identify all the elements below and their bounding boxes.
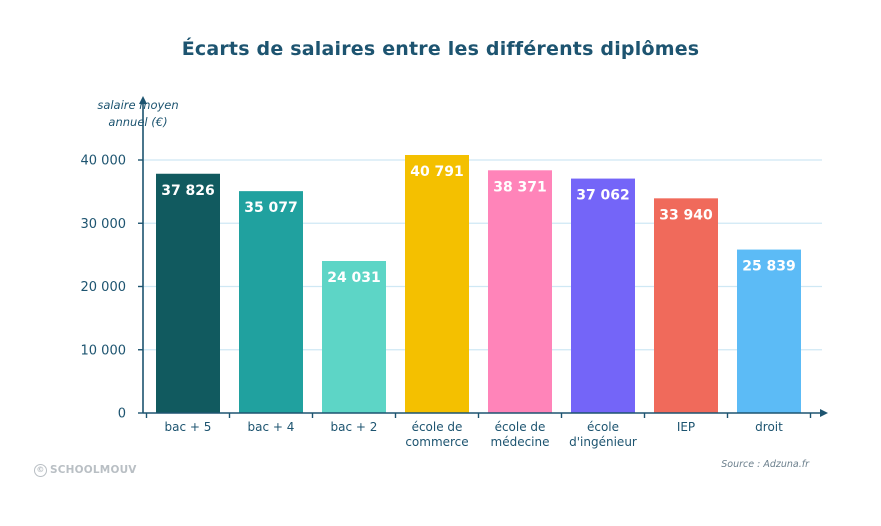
y-axis-label-line-2: annuel (€): [108, 115, 168, 129]
source-note: Source : Adzuna.fr: [721, 459, 809, 470]
x-category-label: école de: [412, 420, 463, 434]
chart-title: Écarts de salaires entre les différents …: [181, 38, 700, 60]
x-category-label: bac + 5: [165, 420, 212, 434]
schoolmouv-logo: © SCHOOLMOUV: [34, 462, 137, 478]
y-tick-label: 0: [118, 407, 126, 422]
bar: [654, 198, 718, 413]
x-category-label: droit: [755, 420, 783, 434]
y-tick-label: 30 000: [81, 217, 127, 232]
bar: [239, 191, 303, 413]
x-category-label: bac + 4: [248, 420, 295, 434]
bar: [156, 173, 220, 413]
y-tick-label: 10 000: [81, 343, 127, 358]
y-axis-label: salaire moyen annuel (€): [82, 97, 194, 131]
bar-value-label: 37 062: [576, 188, 630, 204]
bar-value-label: 40 791: [410, 164, 464, 180]
bar: [488, 170, 552, 413]
x-axis-arrow-icon: [820, 409, 828, 417]
x-category-label: médecine: [491, 435, 550, 449]
y-tick-label: 20 000: [81, 280, 127, 295]
bar-value-label: 38 371: [493, 179, 547, 195]
bar: [322, 261, 386, 413]
x-category-label: bac + 2: [331, 420, 378, 434]
bar: [405, 154, 469, 413]
copyright-icon: ©: [34, 463, 47, 477]
bar-value-label: 37 826: [161, 183, 215, 199]
bar-value-label: 33 940: [659, 207, 713, 223]
y-tick-label: 40 000: [81, 154, 127, 169]
bar-value-label: 35 077: [244, 200, 298, 216]
y-axis-label-line-1: salaire moyen: [97, 98, 179, 112]
x-category-label: d'ingénieur: [569, 435, 637, 449]
x-category-label: école: [587, 420, 619, 434]
y-axis-arrow-icon: [139, 96, 147, 104]
x-category-label: école de: [495, 420, 546, 434]
bar: [737, 249, 801, 413]
x-category-label: commerce: [405, 435, 468, 449]
bar-value-label: 24 031: [327, 270, 381, 286]
brand-name: SCHOOLMOUV: [50, 464, 137, 476]
x-category-label: IEP: [677, 420, 695, 434]
bar: [571, 178, 635, 413]
bar-value-label: 25 839: [742, 259, 796, 275]
